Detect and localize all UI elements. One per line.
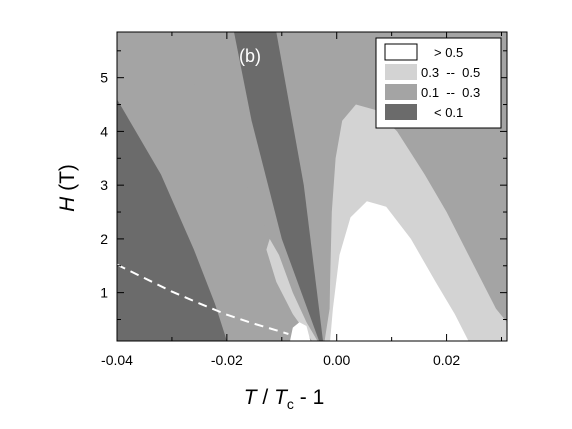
contour-region-1	[117, 99, 227, 341]
y-tick-label: 3	[100, 177, 108, 193]
plot-frame	[116, 31, 508, 342]
y-tick-label: 1	[100, 285, 108, 301]
legend-swatch	[385, 84, 417, 100]
x-tick-label: 0.02	[433, 352, 460, 368]
contour-region-6	[330, 201, 469, 341]
contour-regions	[117, 32, 507, 341]
y-tick-label: 2	[100, 231, 108, 247]
legend-swatch	[385, 64, 417, 80]
y-tick-label: 5	[100, 70, 108, 86]
legend: > 0.5 0.3 -- 0.5 0.1 -- 0.3 < 0.1	[375, 37, 502, 129]
contour-region-5	[266, 238, 318, 341]
legend-swatch	[385, 104, 417, 120]
legend-label: 0.3 -- 0.5	[421, 65, 480, 80]
y-tick-label: 4	[100, 123, 108, 139]
x-tick-label: -0.04	[101, 352, 133, 368]
legend-label: > 0.5	[434, 45, 463, 60]
x-tick-labels: -0.04 -0.02 0.00 0.02	[101, 352, 460, 368]
legend-label: 0.1 -- 0.3	[421, 85, 480, 100]
y-axis-label: H (T)	[56, 164, 79, 212]
contour-region-7	[290, 322, 311, 341]
contour-region-2	[234, 32, 323, 341]
y-tick-labels: 1 2 3 4 5	[100, 70, 108, 301]
legend-label: < 0.1	[434, 105, 463, 120]
x-axis-label: T / Tc - 1	[244, 386, 325, 412]
panel-label: (b)	[239, 46, 261, 66]
x-tick-label: 0.00	[323, 352, 350, 368]
dashed-boundary-line	[117, 263, 289, 335]
x-tick-label: -0.02	[211, 352, 243, 368]
legend-swatch	[384, 43, 418, 61]
